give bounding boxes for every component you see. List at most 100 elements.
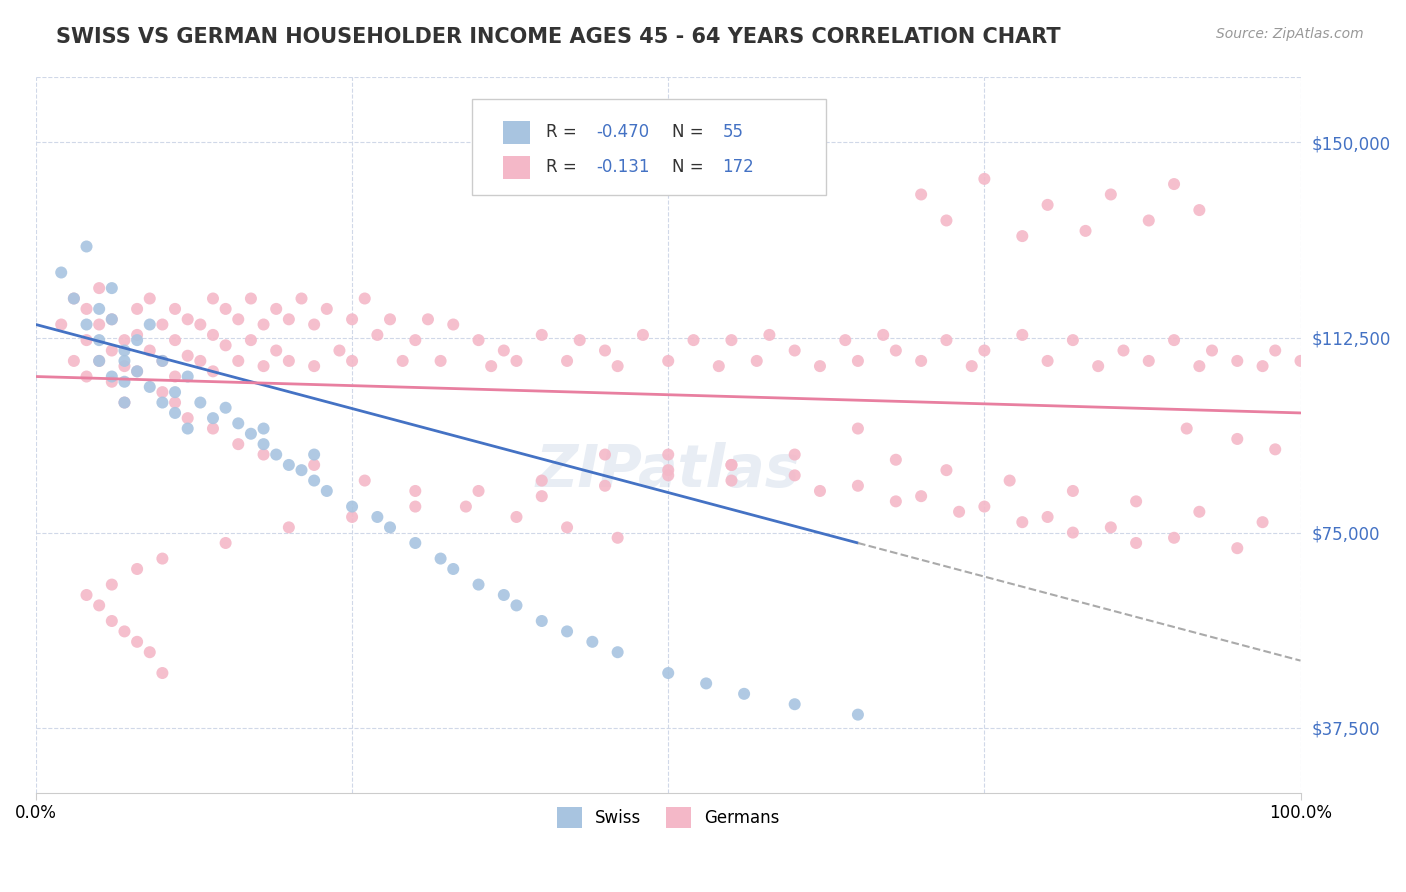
Point [1251,515,1274,529]
Text: 172: 172 [723,159,755,177]
Point [720,458,742,472]
Point [252,437,274,451]
Point [340,312,363,326]
Point [101,577,124,591]
Point [808,359,831,373]
Point [277,354,299,368]
Text: N =: N = [672,123,709,141]
Point [163,385,186,400]
Point [695,676,717,690]
Point [76,301,98,316]
Point [606,359,628,373]
Point [315,301,337,316]
Point [378,520,401,534]
Point [76,333,98,347]
Point [1163,177,1185,191]
Point [467,333,489,347]
FancyBboxPatch shape [502,156,530,179]
Point [758,327,780,342]
Point [290,292,312,306]
Point [1074,224,1097,238]
Point [454,500,477,514]
Point [290,463,312,477]
Point [353,292,375,306]
Point [252,318,274,332]
Point [1011,229,1033,244]
Point [277,458,299,472]
Point [441,318,464,332]
Point [152,395,174,409]
Point [152,318,174,332]
Point [1011,327,1033,342]
Point [214,536,236,550]
Point [163,395,186,409]
Text: -0.131: -0.131 [596,159,650,177]
Point [1188,203,1211,218]
Point [163,333,186,347]
Point [63,292,86,306]
Point [89,599,111,613]
Point [530,614,553,628]
Point [492,343,515,358]
Text: Source: ZipAtlas.com: Source: ZipAtlas.com [1216,27,1364,41]
Point [505,599,527,613]
Point [76,588,98,602]
Point [89,281,111,295]
Point [555,624,578,639]
Point [176,349,198,363]
Point [910,489,932,503]
Point [163,369,186,384]
Point [114,375,136,389]
Point [226,312,249,326]
Point [1188,359,1211,373]
Point [340,500,363,514]
Point [404,483,426,498]
Point [366,510,388,524]
Point [76,318,98,332]
Point [391,354,413,368]
Point [467,483,489,498]
Point [720,333,742,347]
Point [960,359,983,373]
Point [657,468,679,483]
Point [51,265,73,279]
Point [1163,531,1185,545]
Point [127,635,149,649]
Point [76,369,98,384]
Point [1011,515,1033,529]
Point [657,354,679,368]
Point [606,531,628,545]
Point [201,364,224,378]
Point [127,327,149,342]
Point [1226,541,1249,556]
Point [606,645,628,659]
Point [226,437,249,451]
Point [910,187,932,202]
Point [973,343,995,358]
Point [733,687,755,701]
Point [884,494,907,508]
Point [973,500,995,514]
Point [114,343,136,358]
Point [114,354,136,368]
Point [378,312,401,326]
Point [593,448,616,462]
Point [114,359,136,373]
Point [51,318,73,332]
Point [152,354,174,368]
Point [846,707,869,722]
Point [264,301,287,316]
Point [302,448,325,462]
Point [63,292,86,306]
Point [1036,198,1059,212]
Point [101,375,124,389]
Point [127,301,149,316]
Point [114,624,136,639]
Point [872,327,894,342]
Point [163,301,186,316]
Point [328,343,350,358]
Point [1226,354,1249,368]
FancyBboxPatch shape [472,99,827,195]
Point [846,421,869,435]
Point [1188,505,1211,519]
